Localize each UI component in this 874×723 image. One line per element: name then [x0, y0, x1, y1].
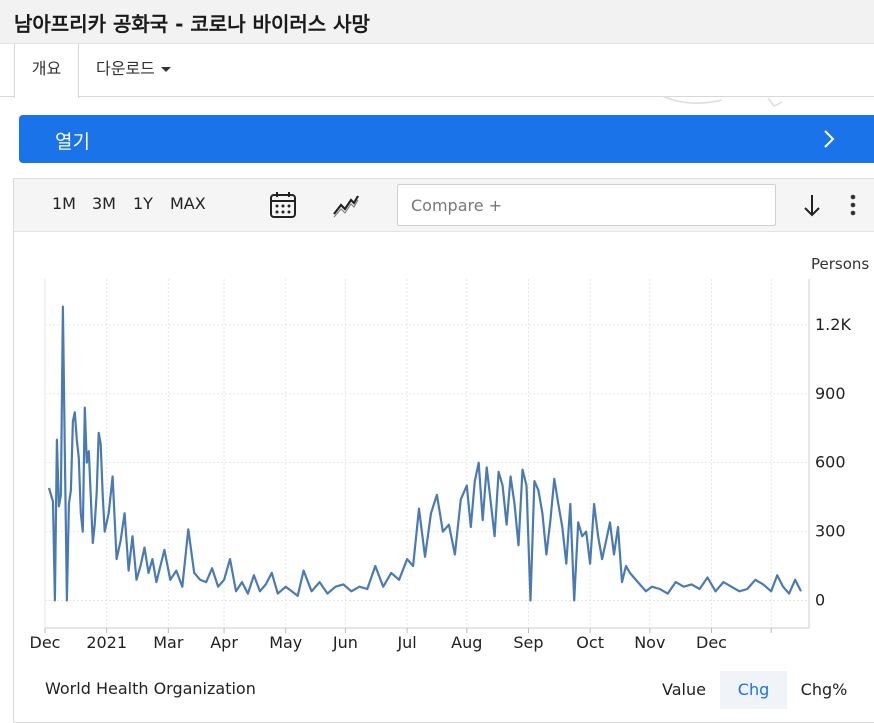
- x-tick-label: 2021: [86, 633, 127, 652]
- decorative-background-illustration: [661, 96, 783, 107]
- x-tick-label: Sep: [513, 633, 543, 652]
- chart-toolbar: 1M 3M 1Y MAX: [14, 179, 874, 232]
- x-tick-label: Dec: [30, 633, 61, 652]
- x-tick-label: Oct: [576, 633, 604, 652]
- x-tick-label: Nov: [634, 633, 665, 652]
- tab-overview[interactable]: 개요: [14, 44, 79, 98]
- page-title: 남아프리카 공화국 - 코로나 바이러스 사망: [14, 12, 370, 36]
- mode-chgpct-button[interactable]: Chg%: [800, 680, 848, 699]
- mode-chg-button[interactable]: Chg: [720, 671, 787, 709]
- range-max-button[interactable]: MAX: [170, 194, 206, 213]
- download-arrow-icon[interactable]: [802, 193, 822, 219]
- y-tick-label: 0: [815, 590, 825, 609]
- x-tick-label: May: [269, 633, 302, 652]
- x-tick-label: Aug: [451, 633, 482, 652]
- range-3m-button[interactable]: 3M: [92, 194, 116, 213]
- y-tick-label: 600: [815, 453, 846, 472]
- chart-panel: 1M 3M 1Y MAX Persons Dec 2021 Mar Apr May Jun…: [13, 178, 874, 723]
- title-bar: 남아프리카 공화국 - 코로나 바이러스 사망: [0, 0, 874, 44]
- tab-download-label: 다운로드: [96, 59, 155, 78]
- y-tick-label: 1.2K: [815, 315, 851, 334]
- line-chart-icon[interactable]: [332, 192, 360, 218]
- y-axis-unit-label: Persons: [811, 255, 870, 273]
- range-1y-button[interactable]: 1Y: [133, 194, 153, 213]
- x-tick-label: Dec: [696, 633, 727, 652]
- open-button-label: 열기: [55, 131, 90, 153]
- more-vertical-icon[interactable]: [848, 193, 858, 219]
- compare-input[interactable]: [397, 184, 776, 226]
- y-tick-label: 300: [815, 522, 846, 541]
- tab-bar: 개요 다운로드: [0, 44, 874, 98]
- line-chart: Dec 2021 Mar Apr May Jun Jul Aug Sep Oct Nov Dec 0 30…: [30, 279, 851, 652]
- chevron-right-icon: [824, 130, 835, 148]
- caret-down-icon: [160, 67, 171, 72]
- series-line: [47, 305, 802, 602]
- chart-area: Persons Dec 2021 Mar Apr May Jun Jul Aug Sep Oct N…: [14, 233, 874, 673]
- tab-download[interactable]: 다운로드: [96, 44, 171, 97]
- calendar-icon[interactable]: [268, 190, 298, 220]
- source-label: World Health Organization: [45, 679, 256, 698]
- y-tick-label: 900: [815, 384, 846, 403]
- x-tick-label: Apr: [210, 633, 238, 652]
- x-tick-label: Jun: [332, 633, 358, 652]
- x-tick-label: Jul: [396, 633, 416, 652]
- mode-value-button[interactable]: Value: [662, 680, 706, 699]
- range-1m-button[interactable]: 1M: [52, 194, 76, 213]
- open-button[interactable]: 열기: [19, 115, 874, 163]
- x-tick-label: Mar: [153, 633, 184, 652]
